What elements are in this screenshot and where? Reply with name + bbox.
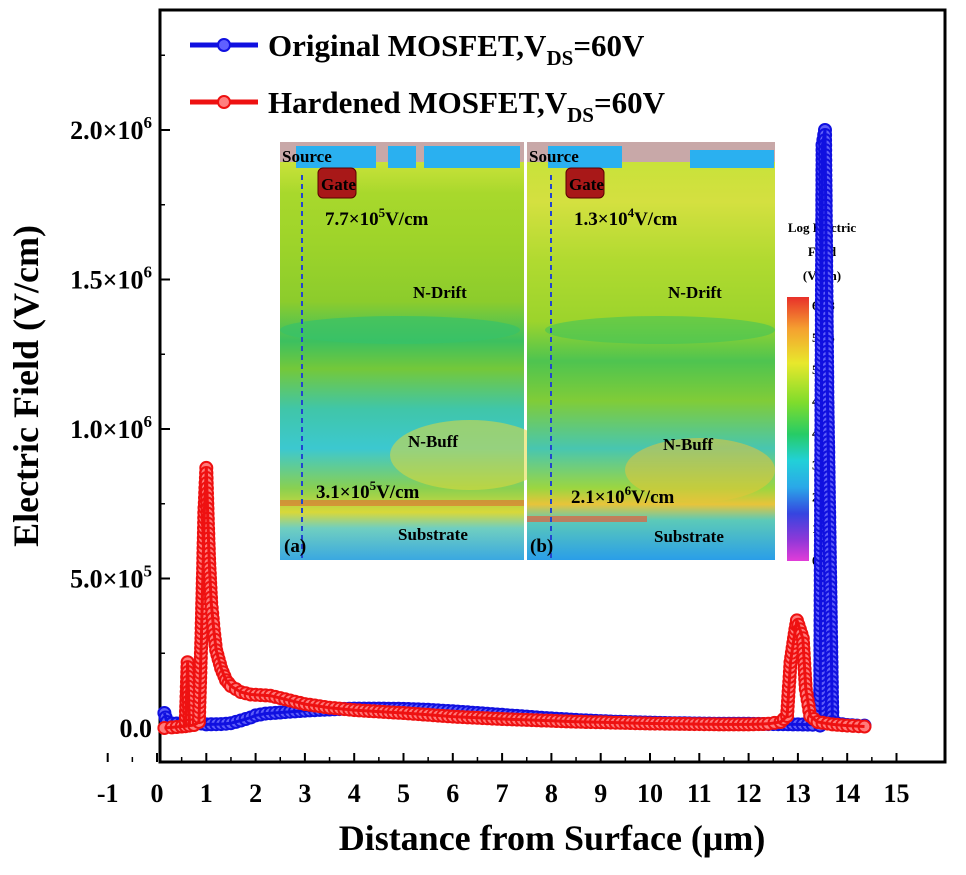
inset-b-tag: (b) [530, 536, 553, 557]
inset-a-substrate-label: Substrate [398, 525, 468, 544]
x-tick-label: 4 [348, 779, 361, 808]
x-tick-label: 10 [637, 779, 663, 808]
legend-marker-hardened [217, 95, 231, 109]
x-tick-label: 0 [151, 779, 164, 808]
inset-a-drift-label: N-Drift [413, 283, 467, 302]
y-tick-label: 2.0×106 [70, 113, 152, 145]
x-tick-label: 12 [736, 779, 762, 808]
series-line [164, 467, 865, 730]
x-tick-label: 1 [200, 779, 213, 808]
inset-a-source-label: Source [282, 147, 332, 166]
colorbar-scale [787, 297, 809, 561]
plot-frame [158, 8, 947, 764]
x-tick-label: 7 [496, 779, 509, 808]
inset-panel-b: Source Gate 1.3×104V/cm N-Drift N-Buff 2… [527, 142, 775, 560]
x-tick-label: 2 [249, 779, 262, 808]
y-axis-title: Electric Field (V/cm) [6, 225, 46, 547]
inset-b-buff-label: N-Buff [663, 435, 713, 454]
field-contour-inset: Source Gate 7.7×105V/cm N-Drift N-Buff 3… [280, 142, 856, 568]
x-tick-label: 8 [545, 779, 558, 808]
inset-b-gate-label: Gate [569, 175, 604, 194]
legend: Original MOSFET,VDS=60V Hardened MOSFET,… [190, 28, 666, 127]
x-tick-label: 3 [298, 779, 311, 808]
x-tick-label: 11 [687, 779, 712, 808]
x-tick-label: 5 [397, 779, 410, 808]
x-tick-label: 15 [884, 779, 910, 808]
x-tick-label: -1 [97, 779, 119, 808]
inset-panel-a: Source Gate 7.7×105V/cm N-Drift N-Buff 3… [280, 142, 550, 560]
x-tick-label: 14 [834, 779, 860, 808]
legend-marker-original [217, 38, 231, 52]
inset-b-top-value: 1.3×104V/cm [574, 205, 678, 230]
inset-b-bottom-value: 2.1×106V/cm [571, 483, 675, 508]
inset-a-gate-label: Gate [321, 175, 356, 194]
legend-item-original: Original MOSFET,VDS=60V [190, 28, 645, 70]
x-axis-title: Distance from Surface (μm) [339, 818, 766, 858]
y-tick-label: 1.0×106 [70, 412, 152, 444]
x-tick-label: 6 [446, 779, 459, 808]
inset-a-top-value: 7.7×105V/cm [325, 205, 429, 230]
x-tick-label: 9 [594, 779, 607, 808]
inset-b-drift-label: N-Drift [668, 283, 722, 302]
inset-a-buff-label: N-Buff [408, 432, 458, 451]
x-tick-label: 13 [785, 779, 811, 808]
legend-label-hardened: Hardened MOSFET,VDS=60V [268, 85, 666, 127]
y-tick-label: 5.0×105 [70, 562, 152, 594]
inset-b-substrate-label: Substrate [654, 527, 724, 546]
axis-ticks: -1 0 1 2 3 4 5 6 7 8 9 10 11 12 13 14 150.05.0×1051.0×10… [70, 54, 910, 808]
series-layer [157, 123, 872, 735]
y-tick-label: 1.5×106 [70, 263, 152, 295]
legend-item-hardened: Hardened MOSFET,VDS=60V [190, 85, 666, 127]
legend-label-original: Original MOSFET,VDS=60V [268, 28, 645, 70]
y-tick-label: 0.0 [120, 714, 153, 743]
series-hardened [157, 460, 872, 735]
inset-b-source-label: Source [529, 147, 579, 166]
inset-a-tag: (a) [284, 536, 306, 557]
inset-a-bottom-value: 3.1×105V/cm [316, 478, 420, 503]
